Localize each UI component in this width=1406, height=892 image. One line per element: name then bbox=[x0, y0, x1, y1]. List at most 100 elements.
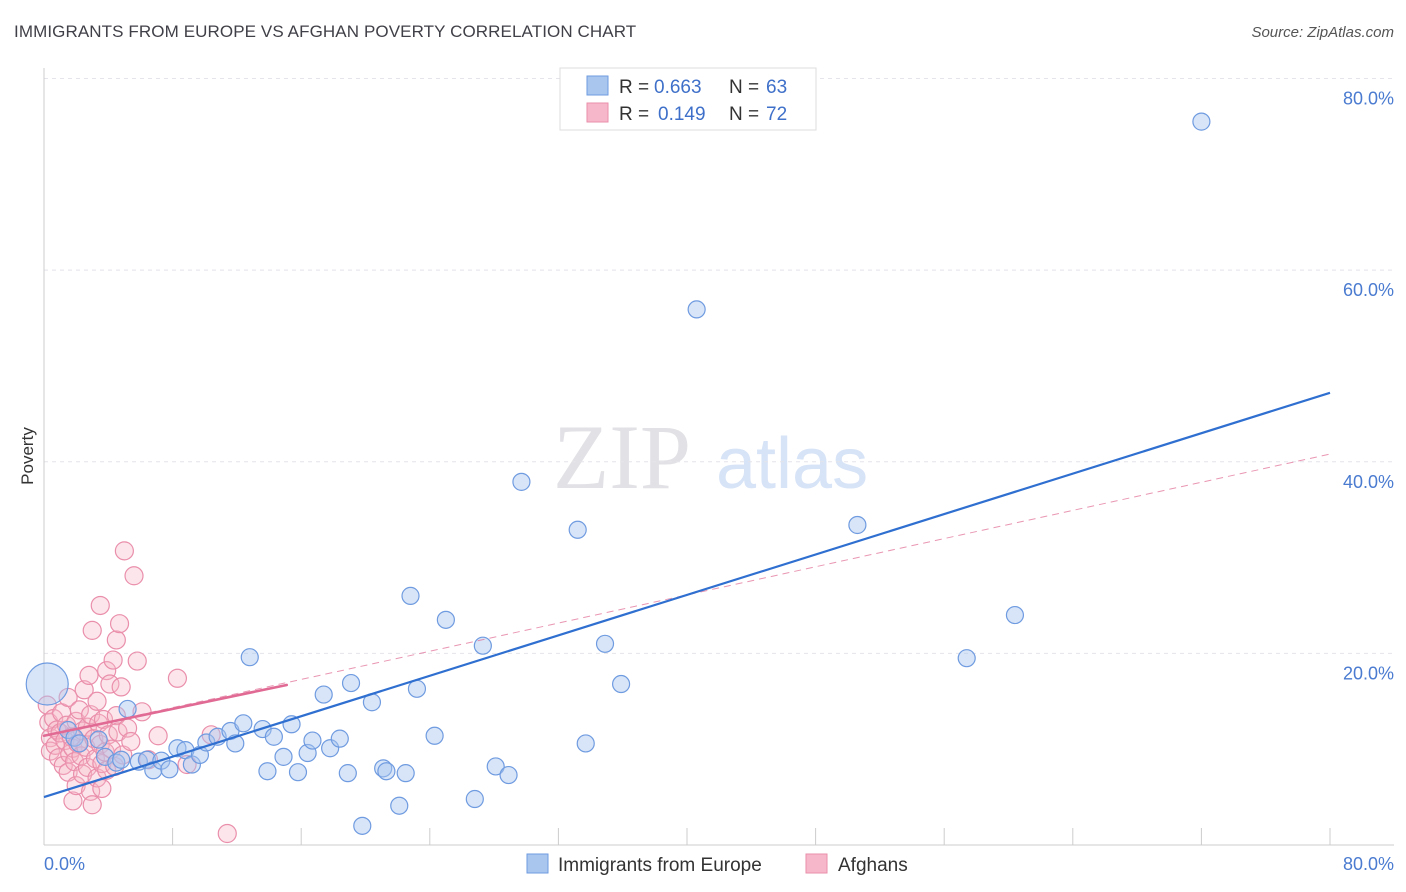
data-point bbox=[74, 680, 94, 700]
legend-r-value-europe: 0.663 bbox=[654, 77, 702, 98]
data-point bbox=[111, 677, 131, 697]
data-point bbox=[127, 651, 147, 671]
data-point bbox=[288, 763, 308, 782]
data-point bbox=[338, 764, 357, 783]
afghans-points bbox=[37, 541, 237, 844]
data-point bbox=[568, 520, 587, 539]
data-point bbox=[108, 722, 128, 742]
legend-r-label-europe: R = bbox=[619, 77, 649, 98]
source-credit: Source: ZipAtlas.com bbox=[1251, 24, 1394, 41]
data-point bbox=[401, 586, 420, 605]
data-point bbox=[124, 566, 144, 586]
trend-line-europe bbox=[43, 391, 1331, 799]
data-point bbox=[109, 614, 130, 634]
data-point bbox=[274, 747, 293, 766]
data-point bbox=[486, 757, 505, 776]
trend-line-afghans-extended bbox=[43, 453, 1331, 737]
data-point bbox=[390, 796, 409, 815]
data-point bbox=[92, 778, 112, 799]
data-point bbox=[107, 753, 126, 772]
data-point bbox=[303, 731, 322, 750]
bottom-legend-label-afghans: Afghans bbox=[838, 855, 908, 876]
watermark: ZIP atlas bbox=[553, 406, 868, 508]
data-point bbox=[82, 795, 102, 815]
data-point bbox=[374, 759, 393, 778]
trend-line-afghans bbox=[42, 683, 289, 738]
data-point bbox=[465, 789, 484, 809]
bottom-legend-swatch-afghans bbox=[805, 853, 828, 874]
x-tick-label-max: 80.0% bbox=[1343, 854, 1394, 874]
data-point bbox=[848, 515, 867, 535]
data-point bbox=[160, 760, 179, 779]
y-tick-labels: 20.0% 40.0% 60.0% 80.0% bbox=[1343, 89, 1394, 684]
data-point bbox=[217, 823, 237, 844]
data-point bbox=[79, 665, 99, 686]
data-point bbox=[425, 726, 444, 745]
data-point bbox=[1192, 112, 1211, 131]
data-point bbox=[63, 791, 83, 811]
data-point bbox=[353, 816, 372, 835]
series-legend: Immigrants from Europe Afghans bbox=[526, 853, 908, 876]
data-point bbox=[66, 775, 86, 796]
y-tick-label: 60.0% bbox=[1343, 280, 1394, 300]
data-point bbox=[106, 630, 126, 650]
data-point bbox=[396, 764, 415, 783]
data-point bbox=[407, 679, 427, 698]
data-point bbox=[264, 727, 283, 746]
data-point bbox=[234, 714, 253, 733]
data-point bbox=[100, 674, 120, 694]
data-point bbox=[25, 662, 69, 706]
data-point bbox=[82, 620, 102, 640]
data-point bbox=[240, 648, 259, 667]
gridlines bbox=[44, 78, 1394, 654]
data-point bbox=[687, 300, 706, 319]
data-point bbox=[436, 610, 455, 629]
data-point bbox=[69, 700, 89, 720]
trend-lines bbox=[42, 391, 1331, 799]
x-ticks bbox=[43, 828, 1331, 845]
data-point bbox=[258, 762, 277, 781]
y-tick-label: 20.0% bbox=[1343, 663, 1394, 683]
legend-n-label-afghans: N = bbox=[729, 104, 759, 125]
data-point bbox=[177, 754, 197, 775]
legend-n-label-europe: N = bbox=[729, 77, 759, 98]
bottom-legend-swatch-europe bbox=[526, 853, 549, 874]
watermark-atlas: atlas bbox=[716, 424, 868, 504]
data-point bbox=[330, 729, 349, 748]
data-point bbox=[167, 668, 188, 688]
data-point bbox=[377, 762, 396, 781]
y-tick-label: 80.0% bbox=[1343, 89, 1394, 109]
data-point bbox=[90, 595, 110, 616]
page-title: IMMIGRANTS FROM EUROPE VS AFGHAN POVERTY… bbox=[14, 22, 637, 41]
legend-swatch-afghans bbox=[586, 102, 609, 123]
legend-n-value-europe: 63 bbox=[766, 77, 787, 98]
bottom-legend-label-europe: Immigrants from Europe bbox=[558, 855, 762, 876]
watermark-zip: ZIP bbox=[553, 406, 691, 508]
data-point bbox=[321, 739, 340, 758]
data-point bbox=[70, 734, 89, 753]
x-tick-label-min: 0.0% bbox=[44, 854, 85, 874]
data-point bbox=[89, 730, 108, 749]
data-point bbox=[148, 726, 168, 746]
europe-points bbox=[25, 112, 1211, 835]
data-point bbox=[1005, 605, 1025, 625]
data-point bbox=[314, 685, 333, 704]
data-point bbox=[87, 691, 107, 711]
data-point bbox=[103, 650, 123, 670]
data-point bbox=[611, 674, 631, 694]
data-point bbox=[512, 472, 531, 491]
data-point bbox=[595, 634, 615, 653]
data-point bbox=[341, 673, 361, 693]
legend-swatch-europe bbox=[586, 75, 609, 96]
legend-r-label-afghans: R = bbox=[619, 104, 649, 125]
data-point bbox=[473, 636, 492, 655]
axes bbox=[43, 68, 1394, 846]
data-point bbox=[576, 734, 595, 753]
data-point bbox=[118, 699, 137, 719]
data-point bbox=[112, 750, 131, 769]
correlation-legend: R = 0.663 N = 63 R = 0.149 N = 72 bbox=[559, 67, 817, 131]
data-point bbox=[114, 541, 134, 561]
legend-r-value-afghans: 0.149 bbox=[658, 104, 706, 125]
legend-n-value-afghans: 72 bbox=[766, 104, 787, 125]
